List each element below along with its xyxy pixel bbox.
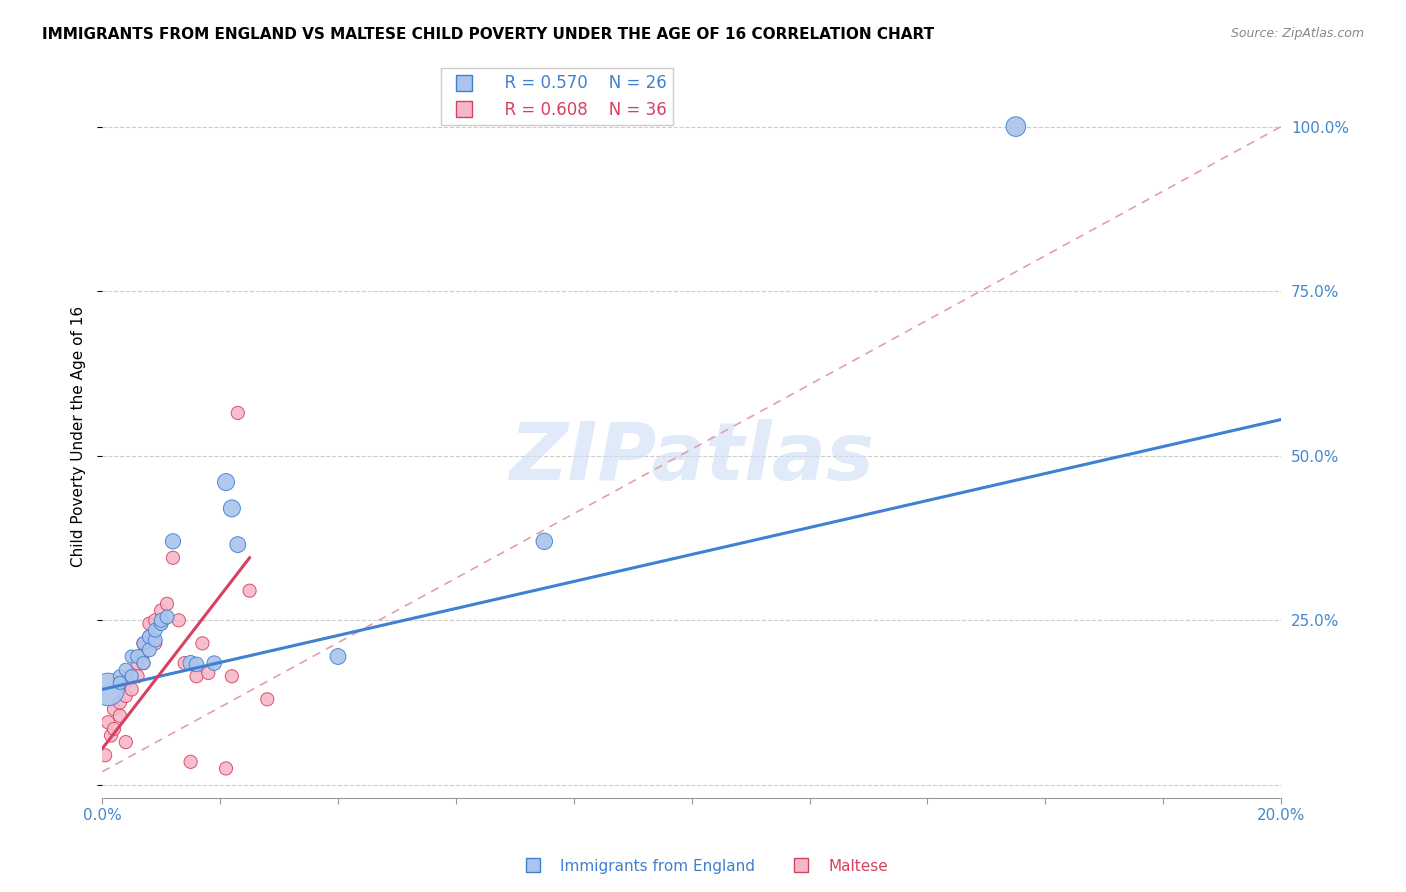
Point [150, 603, 173, 617]
Point [143, 633, 166, 648]
Point [150, 613, 173, 627]
Point [215, 761, 238, 775]
Point [138, 616, 160, 631]
Point [226, 406, 249, 420]
Point [132, 646, 155, 660]
Point [97, 682, 120, 697]
Point [143, 636, 166, 650]
Point [173, 656, 195, 670]
Point [108, 669, 131, 683]
Point [226, 538, 249, 552]
Point [103, 722, 125, 736]
Point [239, 583, 262, 598]
Legend: Immigrants from England, Maltese: Immigrants from England, Maltese [512, 853, 894, 880]
Point [121, 669, 143, 683]
Text: IMMIGRANTS FROM ENGLAND VS MALTESE CHILD POVERTY UNDER THE AGE OF 16 CORRELATION: IMMIGRANTS FROM ENGLAND VS MALTESE CHILD… [42, 27, 935, 42]
Text: ZIPatlas: ZIPatlas [509, 418, 875, 497]
Point [114, 676, 136, 690]
Point [94, 748, 117, 763]
Point [114, 689, 136, 703]
Point [150, 616, 173, 631]
Point [156, 610, 179, 624]
Point [215, 475, 238, 489]
Point [132, 656, 155, 670]
Point [108, 696, 131, 710]
Point [143, 623, 166, 637]
Point [127, 656, 149, 670]
Point [114, 663, 136, 677]
Point [150, 616, 173, 631]
Point [197, 665, 219, 680]
Point [132, 636, 155, 650]
Point [138, 630, 160, 644]
Point [121, 669, 143, 683]
Point [167, 613, 190, 627]
Point [162, 534, 184, 549]
Point [143, 613, 166, 627]
Text: Source: ZipAtlas.com: Source: ZipAtlas.com [1230, 27, 1364, 40]
Point [108, 676, 131, 690]
Point [221, 669, 243, 683]
Legend:   R = 0.570    N = 26,   R = 0.608    N = 36: R = 0.570 N = 26, R = 0.608 N = 36 [440, 68, 673, 126]
Point [132, 656, 155, 670]
Point [180, 656, 202, 670]
Point [132, 636, 155, 650]
Point [114, 735, 136, 749]
Point [256, 692, 278, 706]
Point [202, 656, 225, 670]
Point [121, 649, 143, 664]
Point [180, 755, 202, 769]
Point [138, 643, 160, 657]
Point [138, 630, 160, 644]
Point [156, 597, 179, 611]
Point [186, 669, 208, 683]
Point [100, 729, 122, 743]
Point [1005, 120, 1028, 134]
Point [186, 657, 208, 672]
Point [127, 669, 149, 683]
Point [221, 501, 243, 516]
Point [162, 550, 184, 565]
Point [103, 702, 125, 716]
Point [97, 715, 120, 730]
Y-axis label: Child Poverty Under the Age of 16: Child Poverty Under the Age of 16 [72, 305, 86, 566]
Point [533, 534, 555, 549]
Point [108, 708, 131, 723]
Point [191, 636, 214, 650]
Point [121, 682, 143, 697]
Point [326, 649, 349, 664]
Point [127, 649, 149, 664]
